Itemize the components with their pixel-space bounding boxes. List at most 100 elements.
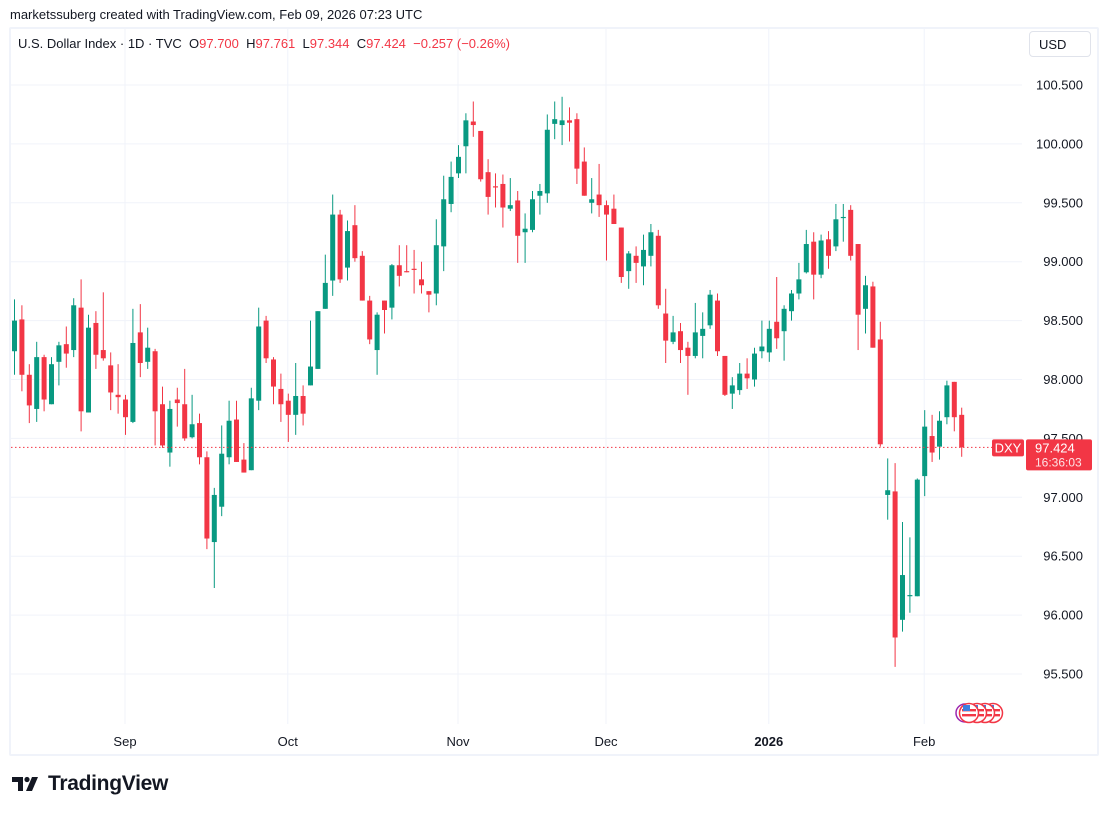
candle-body <box>648 232 654 256</box>
candle-body <box>907 595 913 597</box>
candle-body <box>885 490 891 495</box>
candle-body <box>433 245 439 294</box>
price-axis-label: 98.500 <box>1043 313 1083 328</box>
price-axis-label: 99.000 <box>1043 254 1083 269</box>
candle-body <box>137 332 143 364</box>
candle-body <box>130 342 136 422</box>
candle-body <box>544 129 550 194</box>
candle-body <box>892 491 898 638</box>
candle-body <box>71 305 77 351</box>
price-axis-label: 99.500 <box>1043 195 1083 210</box>
candle-body <box>611 208 617 225</box>
candle-body <box>663 313 669 341</box>
candle-body <box>241 459 247 473</box>
tradingview-logo: TradingView <box>12 772 168 796</box>
last-price-value: 97.424 <box>1035 440 1075 455</box>
candle-body <box>914 479 920 597</box>
candle-body <box>426 291 432 295</box>
candle-body <box>34 357 40 409</box>
candle-body <box>463 120 469 147</box>
candle-body <box>959 414 965 448</box>
candle-body <box>478 130 484 180</box>
candle-body <box>581 161 587 196</box>
symbol-legend: U.S. Dollar Index · 1D · TVC O97.700 H97… <box>18 36 510 51</box>
candle-body <box>803 244 809 273</box>
candle-body <box>182 404 188 439</box>
candle-body <box>256 326 262 401</box>
time-axis-label: Dec <box>594 734 618 749</box>
brand-name: TradingView <box>48 772 169 795</box>
time-axis-label: 2026 <box>754 734 783 749</box>
candle-body <box>493 186 498 188</box>
bar-countdown: 16:36:03 <box>1035 455 1082 469</box>
high-value: 97.761 <box>255 36 296 51</box>
candle-body <box>596 194 602 206</box>
candle-body <box>900 575 905 620</box>
candle-body <box>618 227 624 278</box>
candle-body <box>951 381 957 418</box>
candle-body <box>322 282 328 309</box>
candle-body <box>263 320 269 359</box>
candle-body <box>448 176 454 204</box>
candle-body <box>145 347 151 362</box>
time-axis-label: Sep <box>113 734 136 749</box>
candle-body <box>655 235 661 306</box>
candle-body <box>49 364 54 405</box>
candle-body <box>441 199 447 247</box>
candle-body <box>729 385 735 394</box>
candle-body <box>41 357 47 400</box>
candle-body <box>485 172 491 197</box>
candle-body <box>833 219 839 247</box>
candle-body <box>367 300 373 340</box>
chart-frame <box>9 27 1099 756</box>
candle-body <box>604 205 609 215</box>
candle-body <box>470 121 476 126</box>
candle-body <box>559 120 565 126</box>
candle-body <box>855 244 861 315</box>
candle-body <box>752 353 757 380</box>
price-axis-label: 100.000 <box>1036 136 1083 151</box>
low-label: L <box>302 36 310 51</box>
candle-body <box>108 365 114 393</box>
candle-body <box>167 408 173 453</box>
price-axis-label: 95.500 <box>1043 667 1083 682</box>
candle-body <box>781 308 787 332</box>
candle-body <box>308 366 313 386</box>
currency-button[interactable]: USD <box>1029 31 1091 57</box>
candle-body <box>271 359 276 387</box>
candle-body <box>345 231 350 268</box>
candle-body <box>315 311 321 369</box>
time-axis-label: Feb <box>913 734 935 749</box>
candle-body <box>715 300 720 352</box>
candle-body <box>722 355 728 395</box>
candle-body <box>685 347 691 356</box>
candle-body <box>456 156 461 174</box>
close-value: 97.424 <box>366 36 406 51</box>
change-value: −0.257 (−0.26%) <box>413 36 510 51</box>
candle-body <box>670 332 676 342</box>
price-axis-label: 96.500 <box>1043 549 1083 564</box>
chart-credit: marketssuberg created with TradingView.c… <box>10 7 423 22</box>
candle-body <box>848 209 854 256</box>
candle-body <box>226 420 232 458</box>
candle-body <box>189 424 195 438</box>
candle-body <box>537 191 543 196</box>
candle-body <box>759 346 765 352</box>
symbol-tag-label: DXY <box>995 440 1022 455</box>
price-axis-label: 96.000 <box>1043 608 1083 623</box>
candle-body <box>248 398 254 471</box>
candle-body <box>330 214 336 281</box>
candle-body <box>744 373 750 379</box>
candle-body <box>285 400 291 415</box>
candle-body <box>419 279 424 286</box>
candle-body <box>337 214 343 280</box>
candle-body <box>211 494 217 543</box>
candle-body <box>204 457 210 539</box>
candle-body <box>818 240 824 275</box>
candle-body <box>411 268 417 270</box>
candle-body <box>174 399 180 404</box>
price-axis-label: 98.000 <box>1043 372 1083 387</box>
high-label: H <box>246 36 256 51</box>
candle-body <box>641 249 646 267</box>
